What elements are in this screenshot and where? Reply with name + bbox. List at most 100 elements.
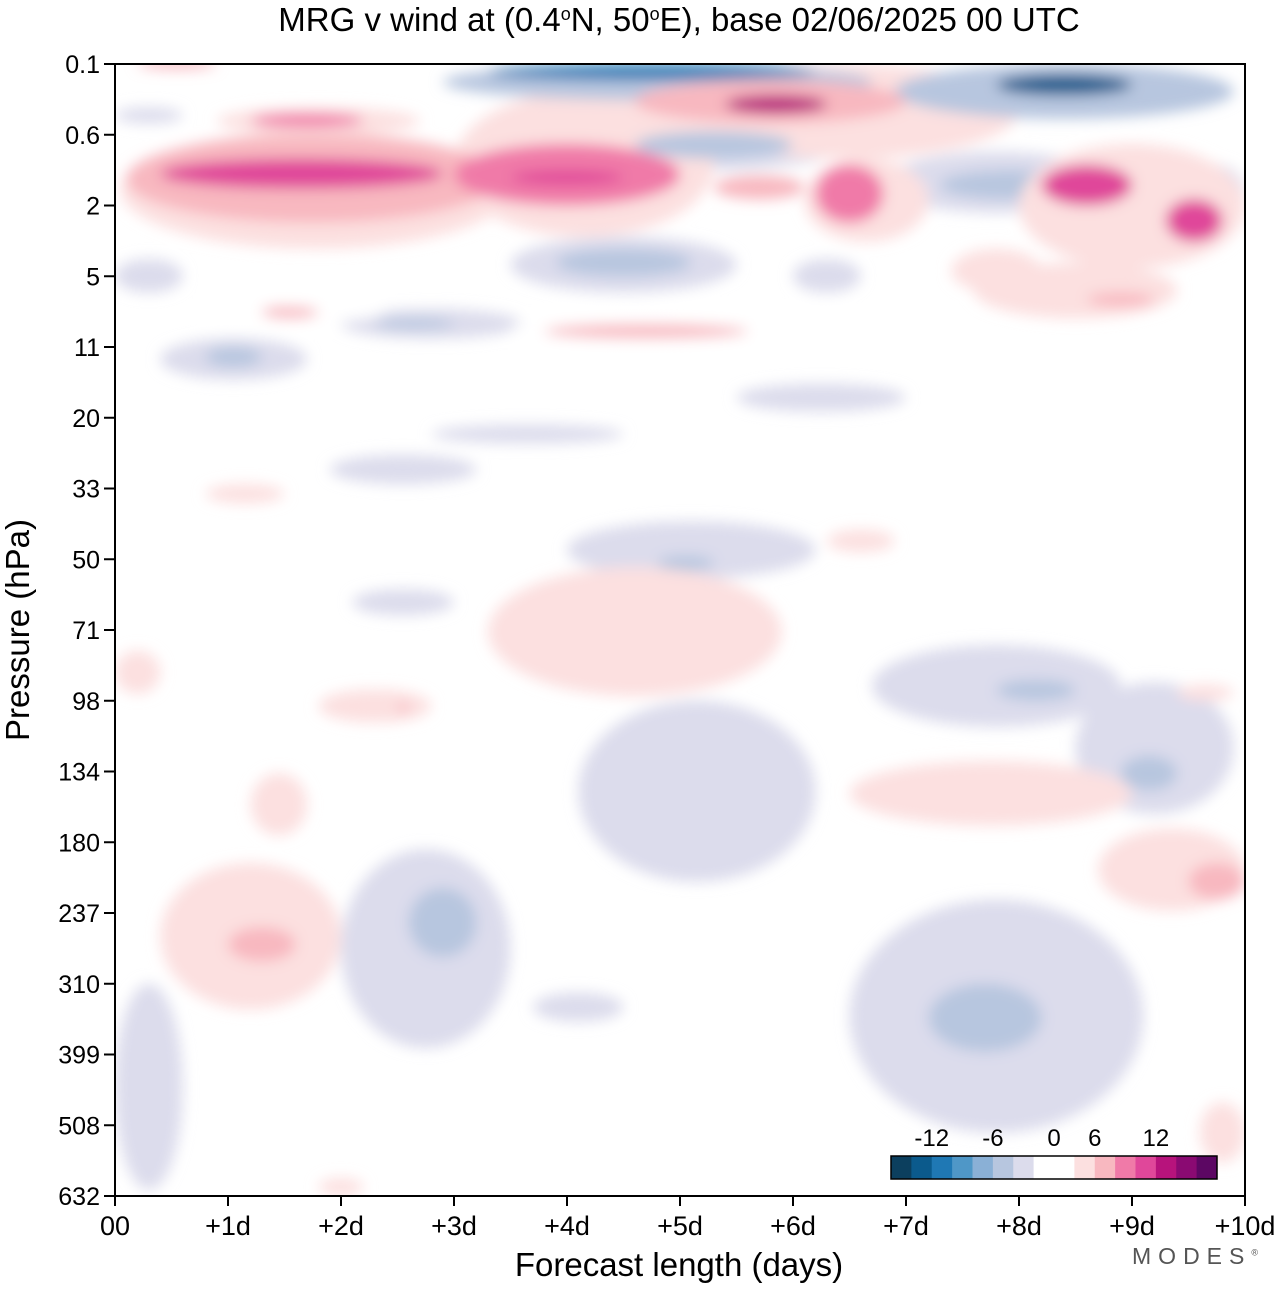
x-tick-label: +3d <box>431 1211 477 1241</box>
x-axis: 00 +1d +2d +3d +4d +5d +6d +7d +8d +9d +10d <box>100 1196 1275 1241</box>
contour-region <box>318 1178 364 1196</box>
contour-region <box>250 113 364 128</box>
contour-region <box>578 700 816 882</box>
y-tick-label: 508 <box>58 1112 100 1140</box>
colorbar-swatch <box>1054 1156 1075 1179</box>
contour-region <box>115 107 183 124</box>
colorbar-swatch <box>1135 1156 1157 1179</box>
contour-region <box>115 650 161 694</box>
y-tick-label: 20 <box>72 405 100 433</box>
colorbar-swatch <box>1115 1156 1136 1179</box>
registered-mark: ® <box>1251 1247 1258 1258</box>
contour-region <box>487 567 782 697</box>
contour-region <box>374 318 455 329</box>
contour-region <box>996 74 1132 96</box>
colorbar-tick-label: 0 <box>1047 1125 1060 1152</box>
x-tick-label: +2d <box>318 1211 364 1241</box>
contour-region <box>205 347 262 367</box>
contour-field <box>115 64 1245 1196</box>
contour-region <box>815 164 884 223</box>
contour-region <box>510 170 624 185</box>
y-tick-label: 71 <box>72 617 100 645</box>
chart-title: MRG v wind at (0.4oN, 50oE), base 02/06/… <box>278 1 1079 38</box>
contour-region <box>397 702 409 713</box>
x-tick-label: +5d <box>657 1211 703 1241</box>
modes-logo-text: MODES <box>1132 1243 1252 1269</box>
contour-region <box>408 887 477 957</box>
colorbar-swatch <box>1013 1156 1035 1179</box>
contour-region <box>1165 199 1223 242</box>
contour-region <box>533 992 624 1022</box>
contour-region <box>205 484 285 504</box>
x-tick-label: +9d <box>1109 1211 1155 1241</box>
contour-region <box>849 761 1132 826</box>
contour-region <box>1120 755 1178 791</box>
x-tick-label: +1d <box>205 1211 251 1241</box>
y-tick-label: 5 <box>86 263 100 291</box>
contour-region <box>228 927 296 962</box>
colorbar-tick-label: -12 <box>914 1125 949 1152</box>
contour-region <box>1199 1102 1245 1163</box>
y-tick-label: 0.6 <box>65 122 100 150</box>
contour-region <box>872 644 1121 727</box>
contour-region <box>1041 164 1133 206</box>
contour-region <box>115 983 183 1190</box>
contour-region <box>567 521 816 579</box>
colorbar-swatch <box>972 1156 994 1179</box>
contour-region <box>713 175 805 200</box>
y-tick-label: 2 <box>86 193 100 221</box>
y-axis-label: Pressure (hPa) <box>0 519 36 741</box>
x-tick-label: +4d <box>544 1211 590 1241</box>
contour-region <box>1086 292 1155 307</box>
y-axis: 0.1 0.6 2 5 11 20 33 50 71 98 134 180 237 310 399 508 63… <box>58 51 115 1211</box>
contour-region <box>250 773 308 836</box>
colorbar-swatch <box>1074 1156 1096 1179</box>
colorbar-tick-label: 12 <box>1143 1125 1170 1152</box>
contour-region <box>329 454 477 485</box>
y-tick-label: 98 <box>72 688 100 716</box>
colorbar-swatch <box>1155 1156 1177 1179</box>
colorbar-swatch <box>992 1156 1014 1179</box>
contour-region <box>487 64 816 81</box>
y-tick-label: 33 <box>72 476 100 504</box>
contour-region <box>996 679 1076 701</box>
colorbar-tick-label: 6 <box>1088 1125 1101 1152</box>
contour-region <box>928 983 1042 1052</box>
contour-region <box>352 589 454 616</box>
contour-region <box>555 248 692 277</box>
colorbar-swatch <box>1094 1156 1116 1179</box>
x-axis-label: Forecast length (days) <box>515 1246 843 1283</box>
y-tick-label: 310 <box>58 971 100 999</box>
contour-region <box>160 158 443 189</box>
x-tick-label: 00 <box>100 1211 130 1241</box>
contour-region <box>261 306 308 317</box>
x-tick-label: +6d <box>770 1211 816 1241</box>
contour-region <box>1188 862 1245 900</box>
colorbar-swatch <box>1176 1156 1198 1179</box>
contour-region <box>544 323 748 339</box>
y-tick-label: 399 <box>58 1042 100 1070</box>
colorbar-swatch <box>952 1156 973 1179</box>
colorbar-swatch <box>911 1156 933 1179</box>
y-tick-label: 50 <box>72 546 100 574</box>
contour-region <box>1177 684 1234 701</box>
contour-region <box>318 689 432 723</box>
contour-region <box>826 529 895 553</box>
colorbar: -12 -6 0 6 12 <box>890 1125 1218 1180</box>
contour-region <box>793 259 861 293</box>
x-tick-label: +8d <box>996 1211 1042 1241</box>
contour-region <box>115 259 183 293</box>
contour-region <box>951 248 1042 293</box>
y-tick-label: 237 <box>58 900 100 928</box>
contour-region <box>431 424 624 444</box>
contour-region <box>137 64 217 69</box>
colorbar-tick-label: -6 <box>982 1125 1003 1152</box>
x-tick-label: +7d <box>883 1211 929 1241</box>
colorbar-swatch <box>891 1156 912 1179</box>
colorbar-swatch <box>1196 1156 1218 1179</box>
contour-region <box>657 555 714 572</box>
colorbar-swatch <box>931 1156 953 1179</box>
y-tick-label: 0.1 <box>65 51 100 79</box>
